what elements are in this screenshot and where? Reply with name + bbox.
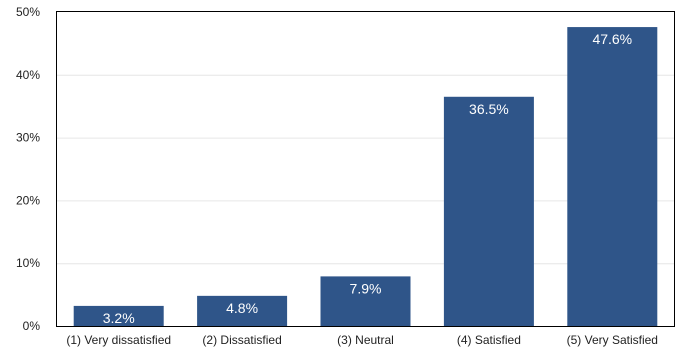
x-category-label: (3) Neutral	[337, 333, 394, 347]
bar	[197, 295, 288, 326]
x-category-label: (4) Satisfied	[457, 333, 521, 347]
bar	[320, 276, 411, 326]
bar-value-label: 7.9%	[350, 280, 382, 296]
bar	[567, 27, 658, 327]
x-category-label: (2) Dissatisfied	[202, 333, 281, 347]
x-category-label: (5) Very Satisfied	[567, 333, 658, 347]
y-tick-label: 40%	[16, 68, 40, 82]
y-tick-label: 50%	[16, 5, 40, 19]
bar-value-label: 47.6%	[592, 31, 632, 47]
bar	[443, 96, 534, 326]
y-axis-tick-labels: 0% 10% 20% 30% 40% 50%	[16, 5, 40, 333]
y-tick-label: 30%	[16, 131, 40, 145]
bar-value-label: 3.2%	[103, 310, 135, 326]
bar	[73, 305, 164, 326]
bar-value-label: 4.8%	[226, 300, 258, 316]
plot-area-frame	[56, 11, 675, 327]
y-tick-label: 10%	[16, 256, 40, 270]
bar-value-label: 36.5%	[469, 101, 509, 117]
bars	[73, 27, 658, 327]
y-tick-label: 20%	[16, 193, 40, 207]
x-axis-category-labels: (1) Very dissatisfied (2) Dissatisfied (3)…	[66, 333, 658, 347]
x-category-label: (1) Very dissatisfied	[66, 333, 171, 347]
y-tick-label: 0%	[23, 319, 41, 333]
data-labels: 3.2% 4.8% 7.9% 36.5% 47.6%	[103, 31, 632, 326]
